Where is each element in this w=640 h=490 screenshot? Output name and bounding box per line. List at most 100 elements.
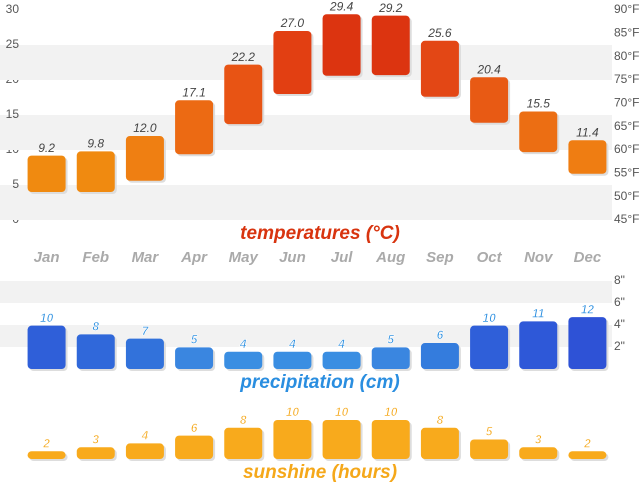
temperature-bar: [371, 15, 410, 76]
y2-tick-label: 55°F: [614, 166, 639, 180]
bar: [568, 317, 607, 369]
value-label: 12: [581, 302, 595, 316]
x-tick-label: Apr: [180, 249, 208, 266]
value-label: 9.2: [38, 141, 55, 155]
x-tick-label: Jul: [331, 249, 354, 266]
value-label: 10: [335, 405, 349, 419]
chart-title: precipitation (cm): [239, 372, 399, 393]
bar: [76, 447, 115, 459]
y-tick-label: 30: [6, 2, 20, 16]
x-tick-label: Aug: [375, 249, 405, 266]
temperature-bar: [568, 140, 607, 174]
bar: [224, 427, 263, 459]
value-label: 29.4: [329, 0, 354, 13]
value-label: 15.5: [527, 97, 551, 111]
bar: [322, 351, 361, 369]
y2-tick-label: 85°F: [614, 26, 639, 40]
bar: [470, 439, 509, 459]
value-label: 3: [92, 432, 99, 446]
value-label: 5: [387, 333, 394, 347]
x-tick-label: May: [229, 249, 259, 266]
bar: [322, 420, 361, 459]
temperature-bar: [519, 111, 558, 153]
value-label: 10: [482, 311, 496, 325]
bar: [125, 443, 164, 459]
bar: [76, 334, 115, 369]
y2-tick-label: 65°F: [614, 119, 639, 133]
value-label: 25.6: [427, 26, 452, 40]
value-label: 5: [191, 333, 198, 347]
value-label: 8: [92, 320, 99, 334]
temperature-bar: [76, 151, 115, 192]
x-tick-label: Oct: [477, 249, 503, 266]
value-label: 4: [239, 337, 247, 351]
temperature-bar: [273, 31, 312, 94]
y-tick-label: 25: [6, 37, 20, 51]
y2-tick-label: 75°F: [614, 72, 639, 86]
chart-title: temperatures (°C): [240, 223, 400, 244]
bar: [175, 435, 214, 459]
y2-tick-label: 70°F: [614, 96, 639, 110]
x-tick-label: Nov: [524, 249, 554, 266]
bar: [27, 325, 66, 369]
value-label: 12.0: [133, 121, 157, 135]
value-label: 10: [286, 405, 300, 419]
bar: [519, 321, 558, 369]
value-label: 22.2: [231, 50, 256, 64]
y-tick-label: 2": [614, 339, 625, 353]
bar: [175, 347, 214, 369]
temperature-bar: [420, 40, 459, 97]
y-tick-label: 15: [6, 107, 20, 121]
bar: [371, 420, 410, 459]
bar: [273, 351, 312, 369]
x-tick-label: Sep: [426, 249, 454, 266]
bar: [420, 343, 459, 369]
value-label: 4: [141, 429, 149, 443]
value-label: 10: [40, 311, 54, 325]
value-label: 17.1: [182, 85, 205, 99]
y2-tick-label: 80°F: [614, 49, 639, 63]
value-label: 10: [384, 405, 398, 419]
bar: [519, 447, 558, 459]
bar: [273, 420, 312, 459]
y-tick-label: 6": [614, 295, 625, 309]
chart-title: sunshine (hours): [243, 462, 397, 483]
x-tick-label: Feb: [82, 249, 109, 266]
y2-tick-label: 60°F: [614, 142, 639, 156]
y2-tick-label: 45°F: [614, 212, 639, 226]
x-tick-label: Jan: [34, 249, 60, 266]
value-label: 2: [583, 436, 591, 450]
temperature-bar: [27, 155, 66, 192]
temperature-bar: [224, 64, 263, 125]
value-label: 11.4: [576, 125, 599, 139]
value-label: 4: [288, 337, 296, 351]
bar: [224, 351, 263, 369]
y2-tick-label: 90°F: [614, 2, 639, 16]
bar: [420, 427, 459, 459]
y-tick-label: 4": [614, 317, 625, 331]
bar: [470, 325, 509, 369]
y-tick-label: 8": [614, 273, 625, 287]
value-label: 3: [535, 432, 542, 446]
bar: [125, 338, 164, 369]
y2-tick-label: 50°F: [614, 189, 639, 203]
y-tick-label: 5: [12, 177, 19, 191]
value-label: 5: [486, 425, 493, 439]
value-label: 2: [42, 436, 50, 450]
temperature-bar: [175, 100, 214, 155]
value-label: 6: [191, 421, 198, 435]
temperature-bar: [125, 136, 164, 181]
value-label: 9.8: [87, 137, 104, 151]
x-tick-label: Jun: [279, 249, 306, 266]
temperature-bar: [470, 77, 509, 123]
temperature-bar: [322, 14, 361, 76]
bar: [568, 451, 607, 459]
x-tick-label: Mar: [132, 249, 160, 266]
value-label: 29.2: [378, 1, 403, 15]
value-label: 27.0: [280, 16, 305, 30]
value-label: 20.4: [476, 62, 501, 76]
value-label: 11: [532, 307, 545, 321]
value-label: 8: [240, 413, 247, 427]
bar: [27, 451, 66, 459]
value-label: 7: [142, 324, 150, 338]
